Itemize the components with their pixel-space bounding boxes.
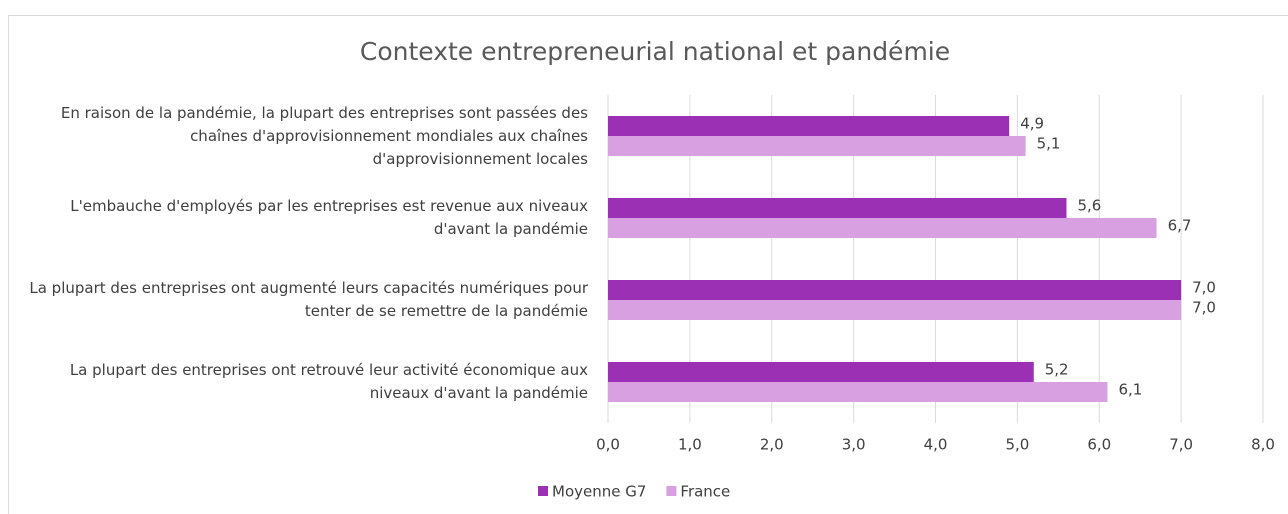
data-label: 5,2 [1045,361,1069,379]
y-tick-label: En raison de la pandémie, la plupart des… [60,103,588,168]
data-label: 7,0 [1192,279,1216,297]
bar [608,136,1026,156]
y-tick-label: La plupart des entreprises ont retrouvé … [69,361,588,402]
x-tick-label: 6,0 [1087,436,1111,454]
x-tick-label: 7,0 [1169,436,1193,454]
legend-label: Moyenne G7 [552,483,646,501]
bar [608,280,1182,300]
data-label: 5,6 [1078,197,1102,215]
chart-frame [8,15,1288,514]
bar [608,362,1034,382]
x-tick-label: 0,0 [596,436,620,454]
legend-label: France [680,483,730,501]
y-tick-label: La plupart des entreprises ont augmenté … [29,279,588,320]
data-label: 6,1 [1118,381,1142,399]
data-label: 7,0 [1192,299,1216,317]
x-tick-label: 8,0 [1251,436,1275,454]
bar [608,300,1182,320]
data-label: 5,1 [1037,135,1061,153]
y-tick-label: L'embauche d'employés par les entreprise… [70,197,588,238]
legend-swatch [538,486,548,496]
x-tick-label: 4,0 [924,436,948,454]
chart-title: Contexte entrepreneurial national et pan… [360,37,950,66]
x-tick-label: 2,0 [760,436,784,454]
bar [608,382,1108,402]
x-tick-label: 1,0 [678,436,702,454]
data-label: 6,7 [1168,217,1192,235]
data-label: 4,9 [1020,115,1044,133]
bar [608,218,1157,238]
bar [608,198,1067,218]
x-tick-label: 5,0 [1005,436,1029,454]
legend-swatch [666,486,677,496]
x-tick-label: 3,0 [842,436,866,454]
bar [608,116,1010,136]
